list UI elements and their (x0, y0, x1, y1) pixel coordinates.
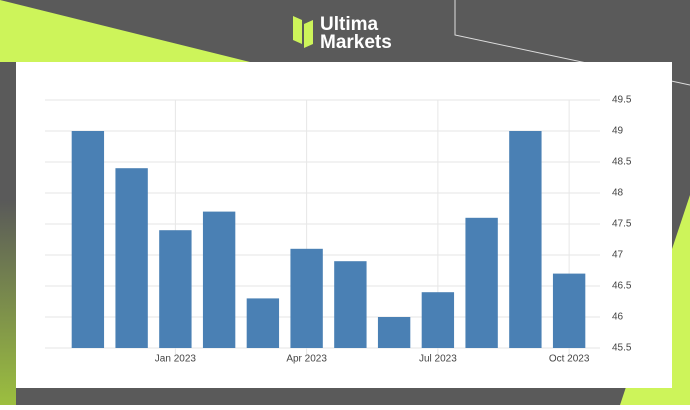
bar (71, 131, 105, 348)
y-tick-label: 46 (612, 312, 624, 323)
y-tick-label: 49 (612, 126, 624, 137)
bar (509, 131, 542, 348)
brand-line1: Ultima (320, 14, 379, 35)
bar (290, 248, 323, 348)
bar (421, 292, 455, 348)
y-tick-label: 48.5 (612, 157, 632, 168)
logo-icon (293, 16, 302, 44)
y-tick-label: 47.5 (612, 219, 632, 230)
x-tick-label: Oct 2023 (549, 354, 590, 365)
bar (202, 211, 236, 348)
bar (465, 217, 498, 348)
bar (159, 230, 192, 348)
bar (334, 261, 367, 348)
x-tick-label: Apr 2023 (286, 354, 327, 365)
bar (552, 273, 586, 348)
plot: 45.5 46 46.5 47 47.5 48 48.5 49 49.5 Jan 2023 Apr … (45, 95, 632, 365)
bar (115, 168, 148, 348)
accent-top (0, 0, 250, 62)
y-tick-label: 46.5 (612, 281, 632, 292)
y-tick-label: 49.5 (612, 95, 632, 106)
y-tick-label: 45.5 (612, 343, 632, 354)
bar (377, 317, 411, 348)
accent-left (0, 200, 16, 405)
x-tick-label: Jan 2023 (155, 354, 197, 365)
x-tick-label: Jul 2023 (419, 354, 457, 365)
logo: Ultima Markets (293, 14, 392, 53)
y-tick-label: 48 (612, 188, 624, 199)
brand-line2: Markets (320, 32, 392, 53)
logo-icon (304, 20, 313, 48)
bar (246, 298, 280, 348)
y-tick-label: 47 (612, 250, 624, 261)
